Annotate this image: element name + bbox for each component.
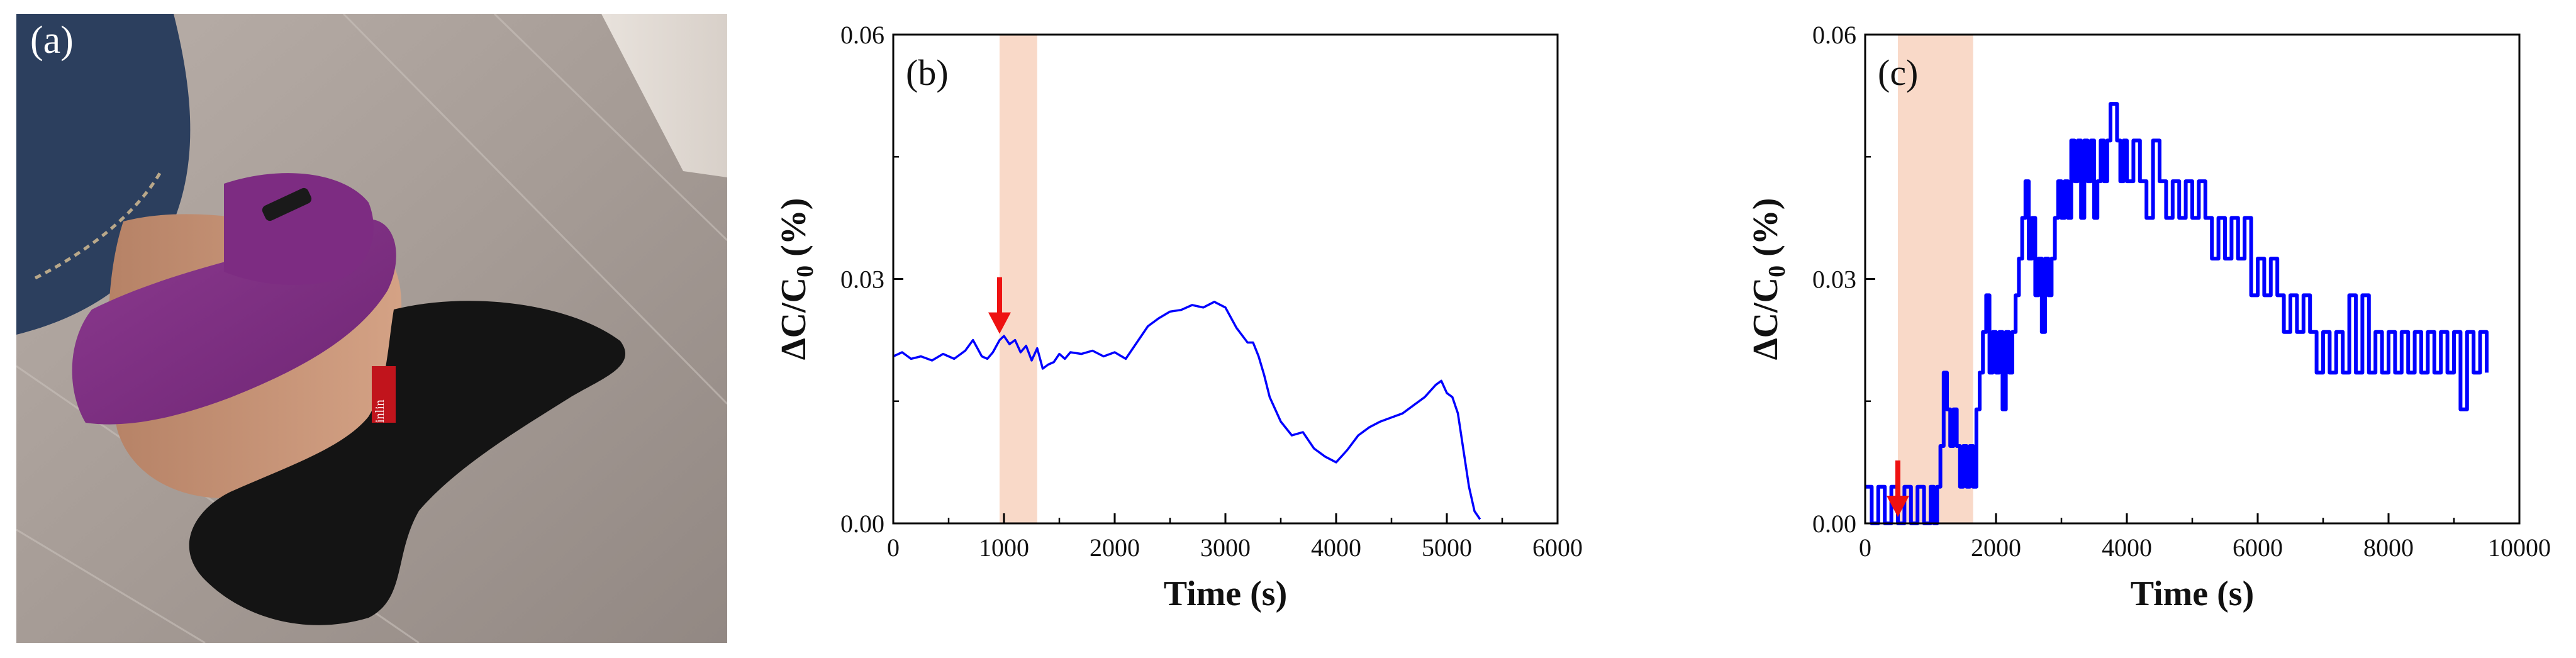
x-tick-label: 5000 [1422, 533, 1472, 562]
y-tick-label: 0.06 [840, 21, 884, 49]
x-ticks: 0 1000 2000 3000 4000 5000 6000 [887, 513, 1583, 562]
panel-label-a: (a) [30, 19, 74, 62]
x-tick-label: 2000 [1971, 533, 2021, 562]
x-tick-label: 10000 [2488, 533, 2551, 562]
x-tick-label: 0 [887, 533, 900, 562]
sock-label-text: inlin [373, 399, 387, 423]
x-tick-label: 8000 [2363, 533, 2414, 562]
y-axis-title-text: ΔC/C0 (%) [1746, 198, 1790, 360]
x-tick-label: 3000 [1200, 533, 1251, 562]
y-tick-label: 0.06 [1812, 21, 1856, 49]
ankle-sensor-photo: inlin (a) [16, 14, 727, 643]
y-tick-label: 0.00 [840, 510, 884, 538]
arrow-head [988, 312, 1011, 334]
y-ticks: 0.00 0.03 0.06 [840, 21, 903, 538]
series-line [893, 301, 1481, 520]
y-tick-label: 0.03 [840, 265, 884, 294]
x-tick-label: 6000 [1532, 533, 1583, 562]
chart-c: 0 2000 4000 6000 8000 10000 0.000.030.06 (c) … [1746, 21, 2551, 613]
purple-band-top [224, 173, 374, 285]
chart-b: 0 1000 2000 3000 4000 5000 6000 0.00 0.03 0.06 (… [774, 21, 1583, 613]
jeans-stitching [34, 170, 163, 280]
highlight-band [999, 35, 1037, 523]
x-tick-label: 1000 [979, 533, 1029, 562]
x-tick-label: 4000 [2102, 533, 2152, 562]
y-tick-label: 0.00 [1812, 510, 1856, 538]
x-axis-title: Time (s) [2131, 574, 2255, 613]
plot-frame [1864, 33, 2521, 525]
plot-area [893, 35, 1558, 523]
x-tick-label: 2000 [1090, 533, 1140, 562]
sensor-device [262, 187, 312, 221]
plot-frame [892, 33, 1559, 525]
x-axis-title: Time (s) [1164, 574, 1288, 613]
photo-panel: inlin (a) [16, 14, 727, 643]
panel-label: (c) [1878, 52, 1918, 93]
panel-label: (b) [906, 52, 949, 93]
y-tick-label: 0.03 [1812, 265, 1856, 294]
x-ticks: 0 2000 4000 6000 8000 10000 [1859, 513, 2551, 562]
wall-corner [601, 14, 727, 177]
series-line [1865, 102, 2489, 525]
sock-label [372, 366, 396, 423]
arrow-marker [988, 277, 1011, 334]
y-axis-title-text: ΔC/C0 (%) [774, 198, 818, 360]
x-tick-label: 4000 [1311, 533, 1361, 562]
arrow-marker [1887, 460, 1909, 517]
arrow-head [1887, 496, 1909, 517]
x-tick-label: 0 [1859, 533, 1871, 562]
black-sock [189, 301, 626, 625]
plot-area [1865, 35, 2519, 523]
y-axis-title: ΔC/C0 (%) [774, 198, 818, 360]
y-axis-title: ΔC/C0 (%) [1746, 198, 1790, 360]
x-tick-label: 6000 [2233, 533, 2283, 562]
highlight-band [1898, 35, 1973, 523]
